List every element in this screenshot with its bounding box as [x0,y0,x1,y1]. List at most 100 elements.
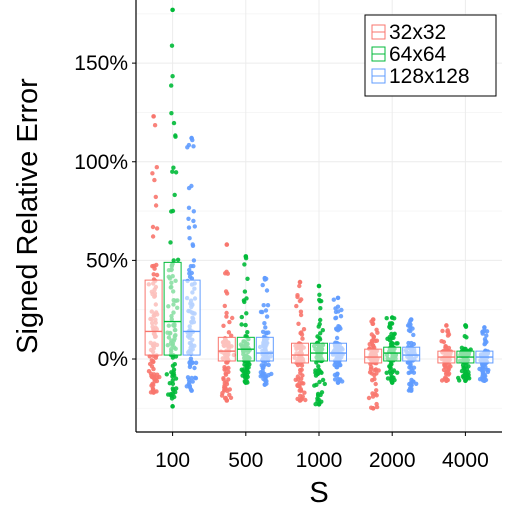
jitter-point [338,326,343,331]
outlier-point [408,388,414,393]
y-tick-label: 0% [98,348,128,371]
jitter-point [265,303,271,308]
jitter-point [221,323,226,328]
jitter-point [411,365,417,370]
jitter-point [227,392,232,398]
jitter-point [151,263,156,269]
outlier-point [170,7,175,13]
jitter-point [220,390,225,396]
jitter-point [241,367,247,372]
jitter-point [374,388,379,393]
jitter-point [245,330,250,335]
jitter-point [262,321,267,326]
jitter-point [407,321,412,326]
jitter-point [411,332,416,338]
jitter-point [229,333,234,338]
jitter-point [153,194,158,200]
outlier-point [335,295,341,301]
jitter-point [372,367,377,373]
jitter-point [374,401,379,407]
jitter-point [465,375,471,380]
jitter-point [261,376,266,382]
jitter-point [442,363,447,369]
jitter-point [385,336,390,341]
jitter-point [409,340,414,346]
jitter-point [315,396,320,401]
outlier-point [316,283,322,289]
jitter-point [301,381,306,386]
jitter-point [261,303,266,308]
jitter-point [151,366,156,372]
jitter-point [172,192,177,198]
jitter-point [391,375,396,380]
jitter-point [245,276,250,281]
jitter-point [295,362,301,368]
jitter-point [299,363,305,368]
jitter-point [459,368,465,374]
x-tick-label: 100 [155,449,190,472]
jitter-point [370,321,376,326]
jitter-point [185,145,190,150]
box [402,346,421,362]
x-axis-label: S [309,477,328,506]
jitter-point [335,304,341,309]
jitter-point [169,111,174,116]
jitter-point [150,224,156,230]
outlier-point [444,323,449,328]
jitter-point [315,391,321,397]
jitter-point [331,297,336,302]
jitter-point [316,364,321,369]
outlier-point [262,275,268,281]
jitter-point [245,374,250,380]
jitter-point [485,369,491,375]
jitter-point [191,218,196,224]
outlier-point [335,380,341,385]
jitter-point [192,375,198,380]
jitter-point [295,293,300,298]
jitter-point [298,388,304,393]
jitter-point [173,376,179,381]
outlier-point [370,406,376,411]
box [144,279,163,356]
box [255,336,274,362]
jitter-point [150,234,156,239]
jitter-point [263,325,268,330]
jitter-point [482,342,487,347]
box [182,279,201,356]
box [291,342,309,364]
jitter-point [150,171,155,176]
jitter-point [300,336,305,341]
jitter-point [392,331,397,336]
jitter-point [335,371,340,376]
jitter-point [154,226,160,231]
jitter-point [246,365,251,370]
jitter-point [395,370,400,375]
jitter-point [322,381,327,387]
jitter-point [191,144,196,149]
jitter-point [224,269,229,274]
jitter-point [384,316,389,321]
y-axis-label: Signed Relative Error [12,78,44,354]
x-tick-label: 2000 [369,449,416,472]
outlier-point [297,398,303,403]
jitter-point [302,390,307,395]
y-tick-label: 100% [74,151,128,174]
jitter-point [190,360,195,365]
jitter-point [374,371,379,376]
jitter-point [226,365,231,371]
jitter-point [169,43,175,48]
jitter-point [409,382,414,388]
jitter-point [374,393,379,398]
boxplots [144,261,494,364]
box [383,346,402,362]
jitter-point [168,393,174,398]
outlier-point [170,404,175,409]
jitter-point [408,370,413,375]
outlier-point [463,323,468,328]
jitter-point [457,378,462,383]
jitter-point [221,377,226,382]
outlier-point [262,382,268,387]
jitter-point [258,370,263,375]
jitter-point [263,330,269,335]
jitter-point [480,329,486,334]
